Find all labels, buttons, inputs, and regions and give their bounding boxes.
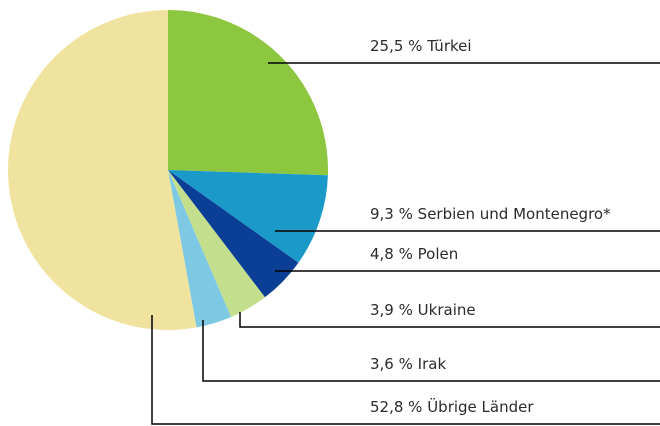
- category-label: Irak: [418, 355, 447, 373]
- category-label: Serbien und Montenegro*: [418, 205, 611, 223]
- slice-label: 52,8 % Übrige Länder: [370, 397, 534, 416]
- leader-line: [239, 312, 660, 328]
- pie-slice: [168, 170, 299, 298]
- leader-line: [202, 320, 660, 382]
- slice-label: 3,6 % Irak: [370, 355, 446, 373]
- value-label: 9,3 %: [370, 205, 413, 223]
- category-label: Übrige Länder: [427, 397, 534, 416]
- leader-line: [151, 315, 660, 425]
- value-label: 3,9 %: [370, 301, 413, 319]
- pie-slice: [168, 170, 232, 328]
- pie-slice: [168, 170, 265, 318]
- slice-label: 4,8 % Polen: [370, 245, 458, 263]
- category-label: Türkei: [426, 37, 471, 55]
- slice-label: 25,5 % Türkei: [370, 37, 472, 55]
- value-label: 3,6 %: [370, 355, 413, 373]
- value-label: 25,5 %: [370, 37, 422, 55]
- value-label: 52,8 %: [370, 398, 422, 416]
- slice-label: 9,3 % Serbien und Montenegro*: [370, 205, 611, 223]
- pie-slice: [8, 10, 197, 330]
- pie-slice: [168, 170, 328, 263]
- category-label: Polen: [418, 245, 459, 263]
- slice-label: 3,9 % Ukraine: [370, 301, 476, 319]
- category-label: Ukraine: [418, 301, 476, 319]
- value-label: 4,8 %: [370, 245, 413, 263]
- pie-slice: [168, 10, 328, 176]
